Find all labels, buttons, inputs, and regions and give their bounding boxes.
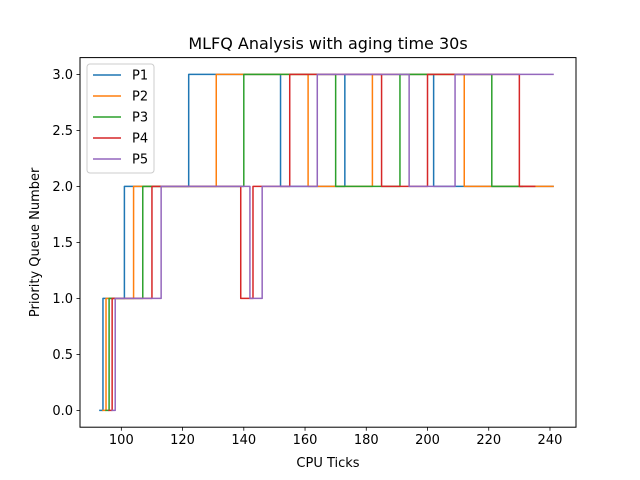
series-line-p5 [111,73,554,412]
legend-label-p4: P4 [132,132,148,147]
y-tick-label: 0.0 [52,404,73,419]
legend-label-p3: P3 [132,111,148,126]
y-tick-label: 1.5 [52,236,73,251]
x-tick-label: 240 [538,433,563,448]
x-tick-label: 120 [170,433,195,448]
chart-title: MLFQ Analysis with aging time 30s [188,34,467,53]
legend-box [86,63,155,174]
legend-label-p1: P1 [132,69,148,84]
y-tick-label: 0.5 [52,348,73,363]
y-tick-label: 2.0 [52,180,73,195]
y-tick-label: 2.5 [52,124,73,139]
x-axis-label: CPU Ticks [296,456,359,471]
x-axis-ticks: 100 120 140 160 180 200 220 240 [109,427,562,448]
y-axis-ticks: 0.0 0.5 1.0 1.5 2.0 2.5 3.0 [52,68,80,419]
legend-label-p5: P5 [132,153,148,168]
x-tick-label: 200 [415,433,440,448]
legend: P1 P2 P3 P4 P5 [86,63,155,174]
x-tick-label: 140 [231,433,256,448]
x-tick-label: 160 [293,433,318,448]
x-tick-label: 220 [476,433,501,448]
x-tick-label: 180 [354,433,379,448]
y-axis-label: Priority Queue Number [28,167,43,317]
legend-label-p2: P2 [132,90,148,105]
series-layer [99,73,554,412]
plot-area [79,57,577,428]
legend-items: P1 P2 P3 P4 P5 [93,69,148,168]
x-tick-label: 100 [109,433,134,448]
y-tick-label: 3.0 [52,68,73,83]
y-tick-label: 1.0 [52,292,73,307]
